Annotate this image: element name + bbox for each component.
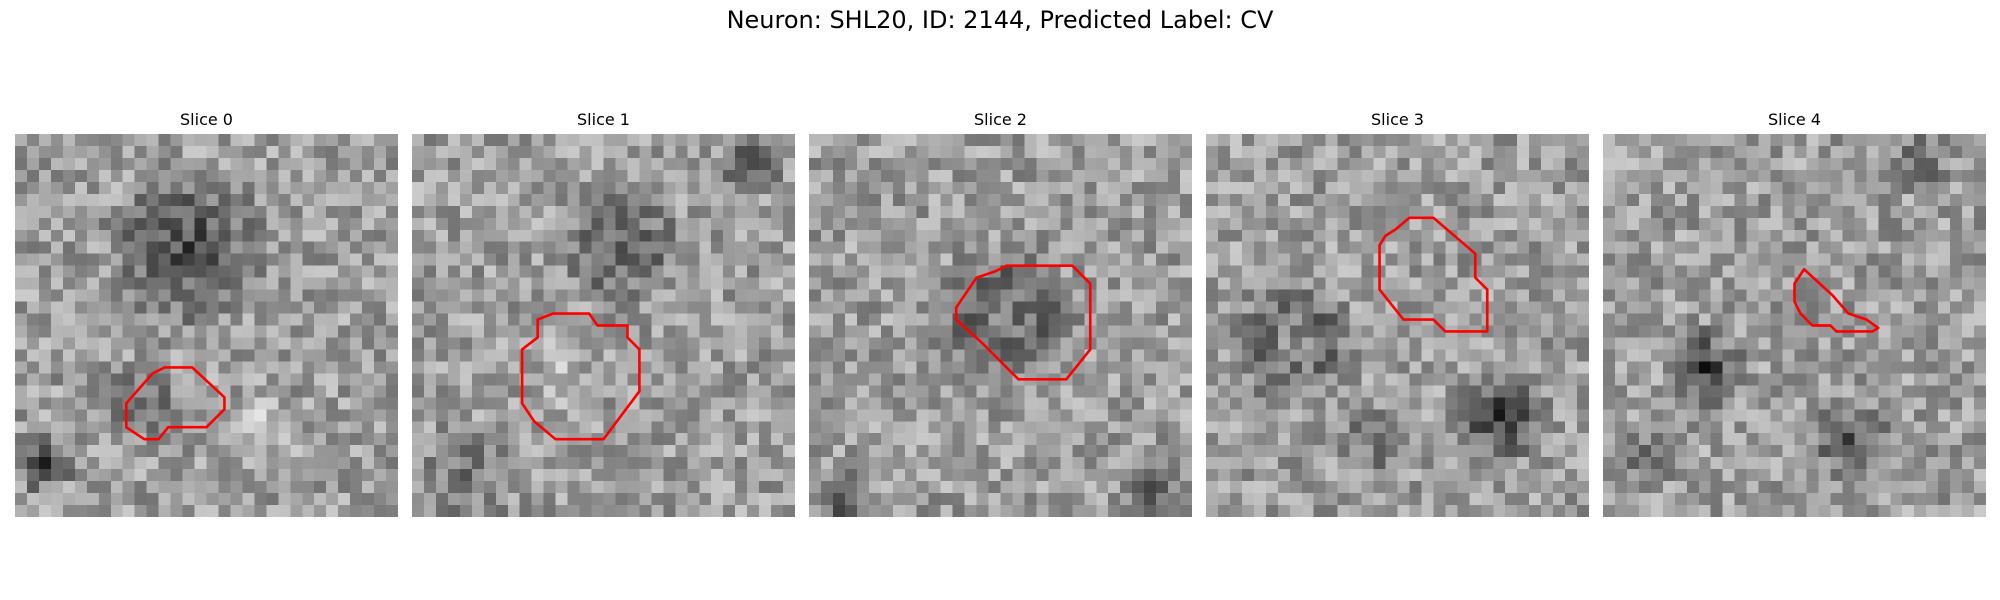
roi-contour-path	[1378, 216, 1489, 333]
roi-contour-path	[1793, 267, 1880, 333]
roi-contour-path	[124, 366, 226, 441]
slice-image	[1206, 134, 1589, 517]
slice-title: Slice 0	[180, 110, 233, 129]
slice-image	[15, 134, 398, 517]
roi-contour	[1793, 267, 1880, 333]
roi-contour	[124, 366, 226, 441]
slice-title: Slice 1	[577, 110, 630, 129]
roi-contour	[520, 312, 641, 441]
roi-contour	[954, 264, 1092, 381]
slice-title: Slice 2	[974, 110, 1027, 129]
slice-title: Slice 3	[1371, 110, 1424, 129]
roi-contour-path	[954, 264, 1092, 381]
figure-title: Neuron: SHL20, ID: 2144, Predicted Label…	[726, 6, 1274, 34]
slice-title: Slice 4	[1768, 110, 1821, 129]
roi-contour	[1378, 216, 1489, 333]
slice-image	[1603, 134, 1986, 517]
roi-contour-path	[520, 312, 641, 441]
slice-image	[809, 134, 1192, 517]
